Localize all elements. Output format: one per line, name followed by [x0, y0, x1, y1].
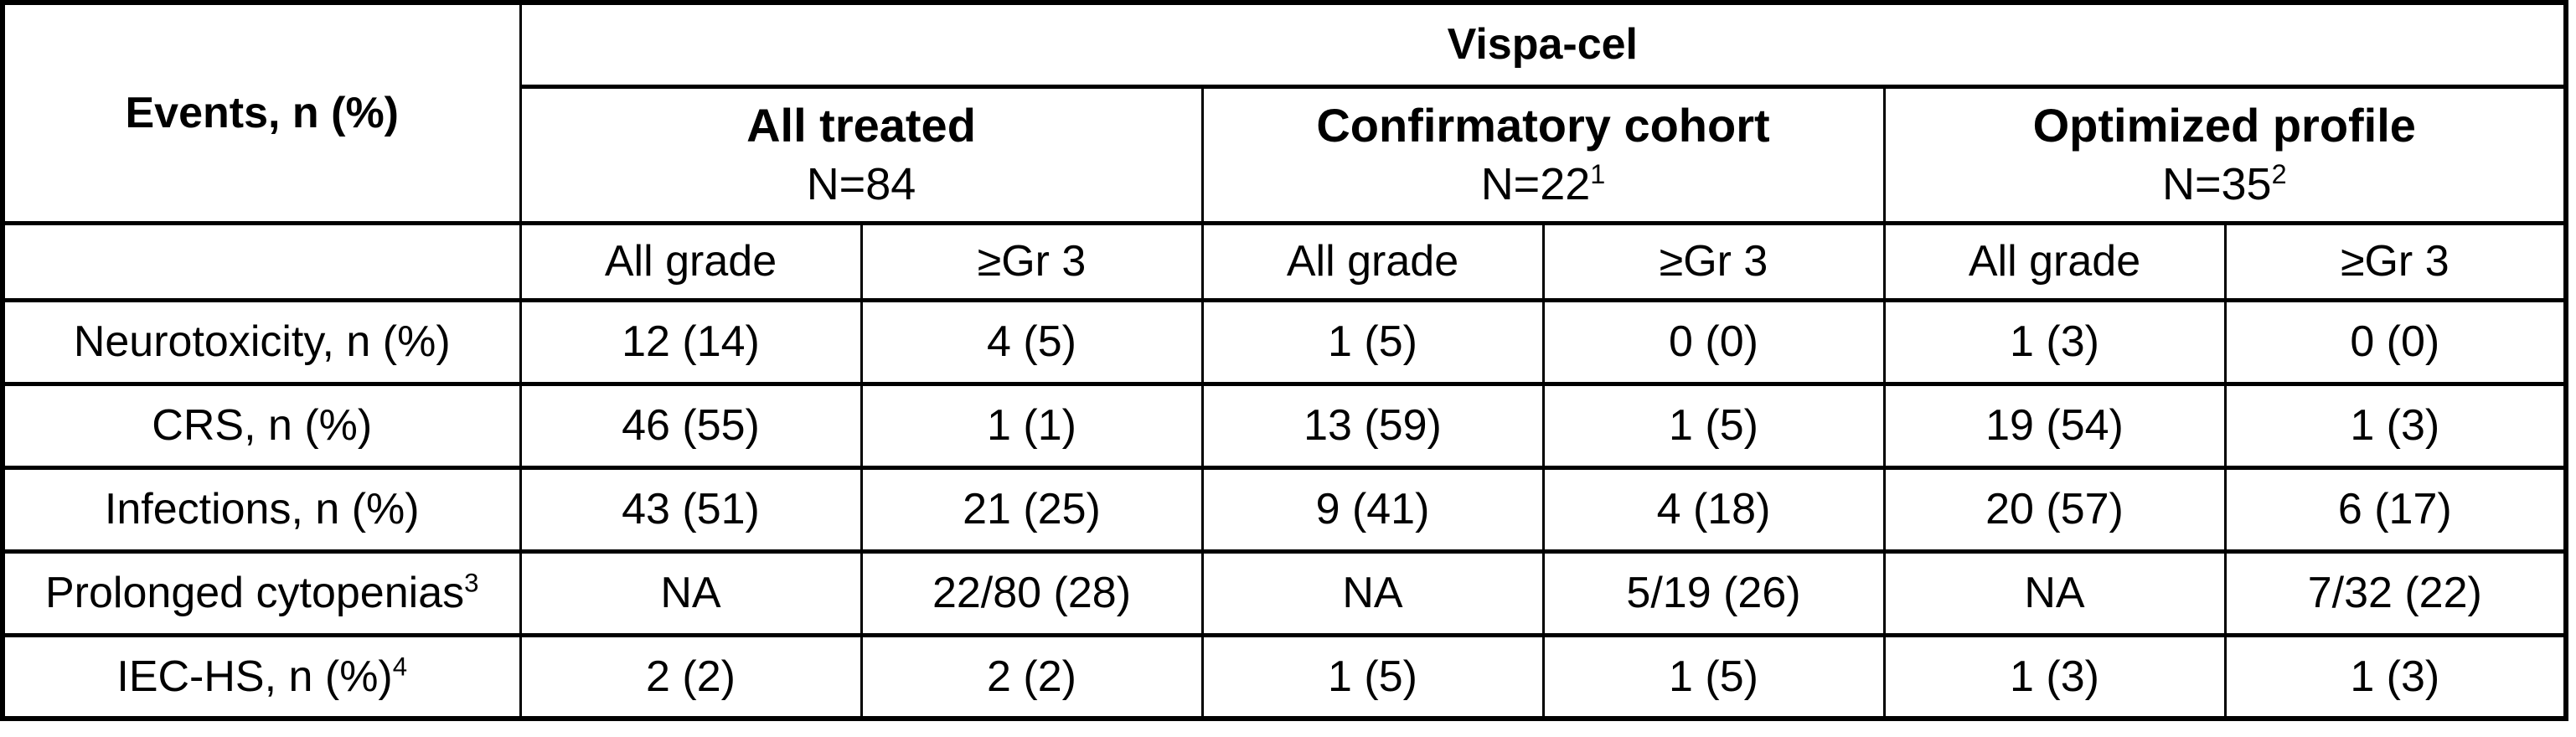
- cohort-name: Confirmatory cohort: [1316, 99, 1770, 152]
- value-cell: 1 (1): [860, 381, 1204, 470]
- row-label-crs: CRS, n (%): [1, 381, 522, 470]
- vispa-cel-header-label: Vispa-cel: [1447, 20, 1638, 70]
- table-row-prolonged-cytopenias: Prolonged cytopenias3 NA 22/80 (28) NA 5…: [1, 549, 2568, 637]
- grade-header: ≥Gr 3: [1541, 220, 1886, 302]
- table-row-neurotoxicity: Neurotoxicity, n (%) 12 (14) 4 (5) 1 (5)…: [1, 297, 2568, 386]
- value-cell: 6 (17): [2223, 465, 2568, 554]
- grade-header: ≥Gr 3: [2223, 220, 2568, 302]
- value-cell: 4 (18): [1541, 465, 1886, 554]
- value-cell: 1 (3): [1882, 632, 2227, 721]
- vispa-cel-header-cell: Vispa-cel: [519, 0, 2568, 89]
- table-row-iec-hs: IEC-HS, n (%)4 2 (2) 2 (2) 1 (5) 1 (5) 1…: [1, 632, 2568, 721]
- cohort-header-row: All treated N=84 Confirmatory cohort N=2…: [3, 84, 2568, 225]
- footnote-marker: 3: [464, 568, 479, 598]
- value-cell: 1 (3): [1882, 297, 2227, 386]
- value-cell: 5/19 (26): [1541, 549, 1886, 637]
- cohort-header-confirmatory: Confirmatory cohort N=221: [1200, 84, 1886, 225]
- value-cell: 12 (14): [519, 297, 863, 386]
- grade-header: All grade: [1200, 220, 1545, 302]
- value-cell: 2 (2): [860, 632, 1204, 721]
- cohort-header-optimized: Optimized profile N=352: [1882, 84, 2568, 225]
- footnote-marker: 1: [1590, 158, 1606, 189]
- adverse-events-table: Events, n (%) Vispa-cel All treated N=84…: [0, 0, 2569, 721]
- row-label-prolonged-cytopenias: Prolonged cytopenias3: [1, 549, 522, 637]
- grade-header: ≥Gr 3: [860, 220, 1204, 302]
- value-cell: 46 (55): [519, 381, 863, 470]
- value-cell: 1 (5): [1200, 297, 1545, 386]
- value-cell: 1 (3): [2223, 381, 2568, 470]
- value-cell: 1 (5): [1200, 632, 1545, 721]
- events-header-cell: Events, n (%): [1, 0, 522, 225]
- row-label-infections: Infections, n (%): [1, 465, 522, 554]
- value-cell: 2 (2): [519, 632, 863, 721]
- table-row-infections: Infections, n (%) 43 (51) 21 (25) 9 (41)…: [1, 465, 2568, 554]
- footnote-marker: 4: [392, 652, 408, 682]
- cohort-n: N=221: [1480, 158, 1606, 209]
- cohort-name: Optimized profile: [2032, 99, 2416, 152]
- cohort-n: N=84: [806, 158, 916, 209]
- value-cell: 22/80 (28): [860, 549, 1204, 637]
- row-label-neurotoxicity: Neurotoxicity, n (%): [1, 297, 522, 386]
- value-cell: 20 (57): [1882, 465, 2227, 554]
- value-cell: 1 (5): [1541, 381, 1886, 470]
- value-cell: 7/32 (22): [2223, 549, 2568, 637]
- value-cell: 19 (54): [1882, 381, 2227, 470]
- row-label-iec-hs: IEC-HS, n (%)4: [1, 632, 522, 721]
- value-cell: 1 (3): [2223, 632, 2568, 721]
- value-cell: 0 (0): [1541, 297, 1886, 386]
- cohort-header-all-treated: All treated N=84: [519, 84, 1204, 225]
- events-header-label: Events, n (%): [125, 88, 400, 137]
- value-cell: 4 (5): [860, 297, 1204, 386]
- value-cell: 21 (25): [860, 465, 1204, 554]
- value-cell: 13 (59): [1200, 381, 1545, 470]
- value-cell: NA: [519, 549, 863, 637]
- cohort-name: All treated: [746, 99, 976, 152]
- value-cell: 9 (41): [1200, 465, 1545, 554]
- grade-header: All grade: [519, 220, 863, 302]
- cohort-n: N=352: [2161, 158, 2287, 209]
- value-cell: NA: [1882, 549, 2227, 637]
- group-header-row: Events, n (%) Vispa-cel: [1, 0, 2568, 225]
- empty-cell: [1, 220, 522, 302]
- value-cell: 0 (0): [2223, 297, 2568, 386]
- grade-header-row: All grade ≥Gr 3 All grade ≥Gr 3 All grad…: [1, 220, 2568, 302]
- value-cell: 1 (5): [1541, 632, 1886, 721]
- grade-header: All grade: [1882, 220, 2227, 302]
- value-cell: NA: [1200, 549, 1545, 637]
- table-row-crs: CRS, n (%) 46 (55) 1 (1) 13 (59) 1 (5) 1…: [1, 381, 2568, 470]
- footnote-marker: 2: [2271, 158, 2287, 189]
- value-cell: 43 (51): [519, 465, 863, 554]
